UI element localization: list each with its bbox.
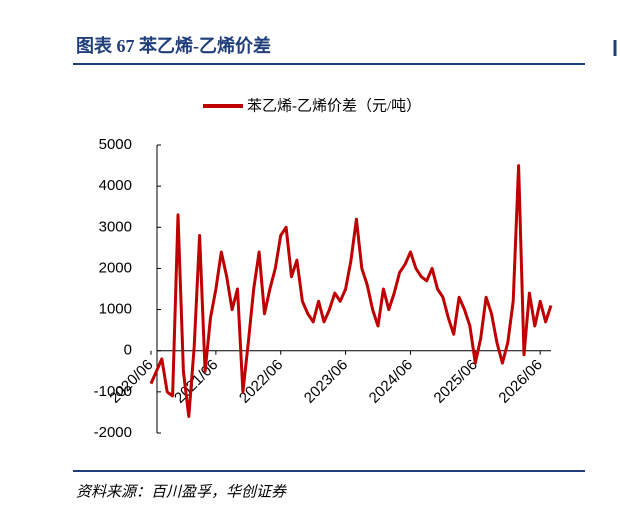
y-tick-label: -1000 (94, 383, 132, 400)
source-note: 资料来源：百川盈孚，华创证券 (76, 483, 287, 500)
y-tick-label: 1000 (99, 301, 132, 318)
y-tick-label: -2000 (94, 424, 132, 441)
y-tick-label: 2000 (99, 259, 132, 276)
x-tick-label: 2023/06 (301, 356, 351, 406)
y-tick-label: 0 (124, 342, 132, 359)
series-line (149, 164, 553, 418)
y-tick-label: 4000 (99, 177, 132, 194)
figure-title: 图表 67 苯乙烯-乙烯价差 (76, 35, 271, 56)
y-tick-label: 5000 (99, 136, 132, 153)
x-tick-label: 2025/06 (431, 356, 481, 406)
y-tick-label: 3000 (99, 218, 132, 235)
x-tick-label: 2024/06 (366, 356, 416, 406)
x-tick-label: 2021/06 (171, 356, 221, 406)
legend-label: 苯乙烯-乙烯价差（元/吨） (247, 97, 421, 114)
